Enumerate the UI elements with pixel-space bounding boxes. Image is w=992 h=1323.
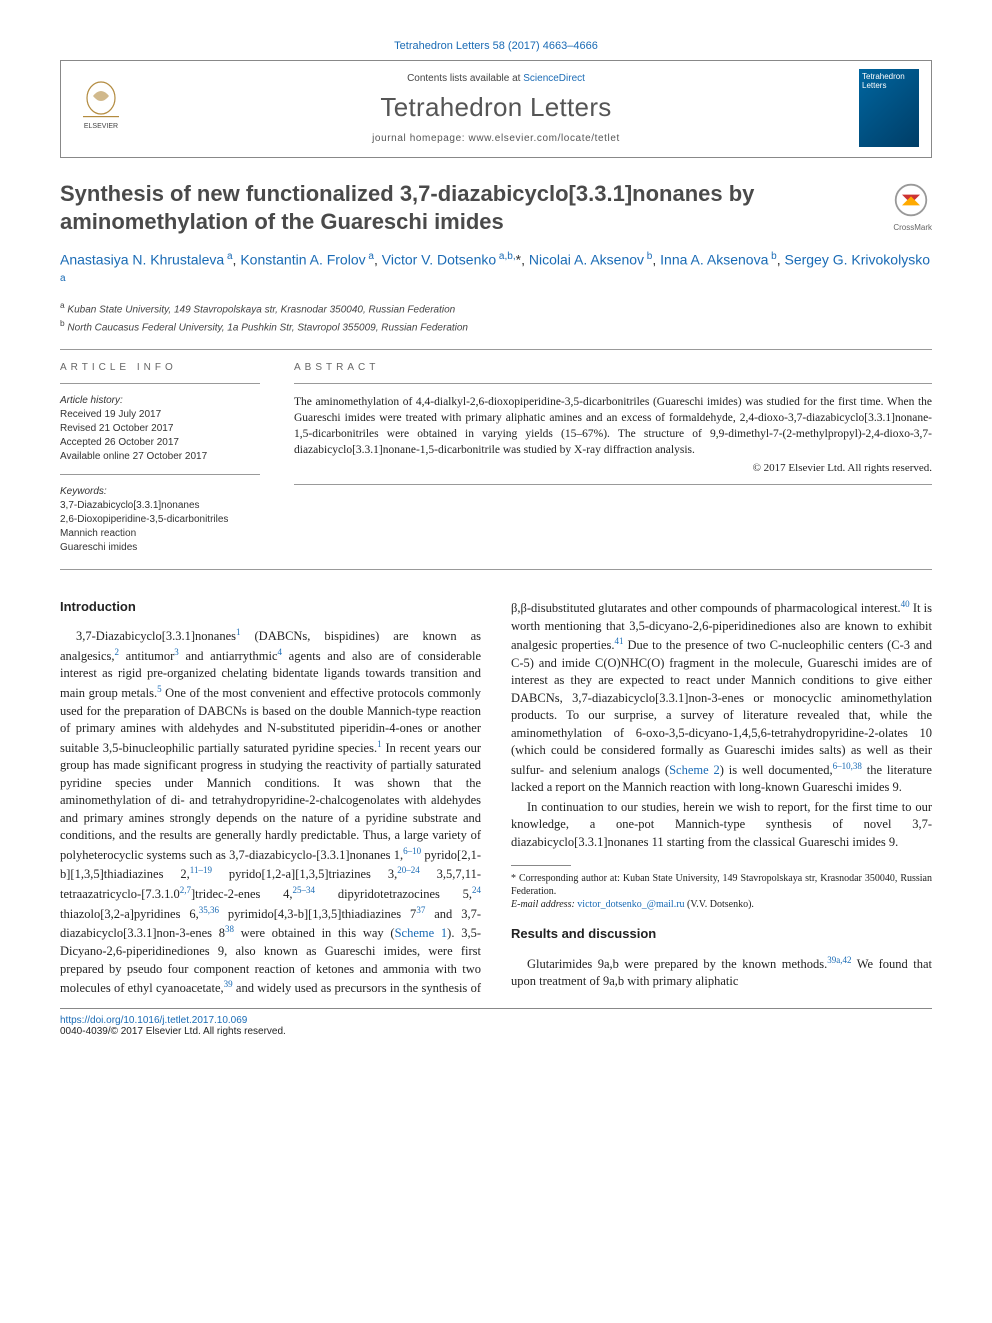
citation-ref[interactable]: 37: [416, 905, 425, 915]
paragraph: Glutarimides 9a,b were prepared by the k…: [511, 954, 932, 991]
citation-ref[interactable]: 11–19: [190, 865, 212, 875]
paragraph: In continuation to our studies, herein w…: [511, 799, 932, 852]
divider: [60, 349, 932, 350]
author-link[interactable]: Nicolai A. Aksenov: [529, 252, 644, 268]
citation-ref[interactable]: 2,7: [180, 885, 191, 895]
abstract-text: The aminomethylation of 4,4-dialkyl-2,6-…: [294, 394, 932, 458]
citation-ref[interactable]: 39a,42: [827, 955, 851, 965]
keywords-block: Keywords: 3,7-Diazabicyclo[3.3.1]nonanes…: [60, 485, 260, 555]
author-link[interactable]: Konstantin A. Frolov: [240, 252, 365, 268]
article-body: Introduction 3,7-Diazabicyclo[3.3.1]nona…: [60, 598, 932, 998]
section-heading-results: Results and discussion: [511, 925, 932, 943]
article-history: Article history: Received 19 July 2017 R…: [60, 394, 260, 464]
email-footnote: E-mail address: victor_dotsenko_@mail.ru…: [511, 898, 932, 911]
divider: [294, 484, 932, 485]
journal-reference: Tetrahedron Letters 58 (2017) 4663–4666: [60, 40, 932, 52]
issn-copyright: 0040-4039/© 2017 Elsevier Ltd. All right…: [60, 1026, 286, 1037]
journal-cover-thumbnail: Tetrahedron Letters: [859, 69, 919, 147]
email-link[interactable]: victor_dotsenko_@mail.ru: [577, 899, 684, 910]
citation-ref[interactable]: 6–10: [403, 846, 421, 856]
corresponding-author-footnote: * Corresponding author at: Kuban State U…: [511, 872, 932, 898]
citation-ref[interactable]: 6–10,38: [833, 761, 862, 771]
divider: [294, 383, 932, 384]
author-link[interactable]: Inna A. Aksenova: [660, 252, 768, 268]
article-title: Synthesis of new functionalized 3,7-diaz…: [60, 180, 875, 235]
footnote-separator: [511, 865, 571, 866]
author-list: Anastasiya N. Khrustaleva a, Konstantin …: [60, 249, 932, 292]
author-link[interactable]: Sergey G. Krivokolysko: [784, 252, 930, 268]
article-info-heading: ARTICLE INFO: [60, 362, 260, 373]
scheme-link[interactable]: Scheme 1: [395, 927, 448, 941]
journal-header-box: ELSEVIER Contents lists available at Sci…: [60, 60, 932, 158]
divider: [60, 569, 932, 570]
section-heading-introduction: Introduction: [60, 598, 481, 616]
svg-text:ELSEVIER: ELSEVIER: [84, 123, 118, 130]
author-link[interactable]: Victor V. Dotsenko: [382, 252, 496, 268]
citation-ref[interactable]: 38: [225, 924, 234, 934]
crossmark-label: CrossMark: [893, 223, 932, 232]
citation-ref[interactable]: 40: [901, 599, 910, 609]
elsevier-logo: ELSEVIER: [73, 78, 133, 139]
affiliation: a Kuban State University, 149 Stavropols…: [60, 300, 932, 317]
crossmark-badge[interactable]: CrossMark: [893, 182, 932, 232]
divider: [60, 383, 260, 384]
abstract-copyright: © 2017 Elsevier Ltd. All rights reserved…: [294, 462, 932, 474]
divider: [60, 474, 260, 475]
citation-ref[interactable]: 39: [224, 979, 233, 989]
journal-homepage: journal homepage: www.elsevier.com/locat…: [133, 133, 859, 144]
contents-list-line: Contents lists available at ScienceDirec…: [133, 73, 859, 84]
scheme-link[interactable]: Scheme 2: [669, 763, 720, 777]
abstract-heading: ABSTRACT: [294, 362, 932, 373]
affiliation: b North Caucasus Federal University, 1a …: [60, 318, 932, 335]
citation-ref[interactable]: 20–24: [397, 865, 420, 875]
citation-ref[interactable]: 35,36: [199, 905, 219, 915]
author-link[interactable]: Anastasiya N. Khrustaleva: [60, 252, 224, 268]
citation-ref[interactable]: 25–34: [293, 885, 316, 895]
citation-ref[interactable]: 24: [472, 885, 481, 895]
doi-link[interactable]: https://doi.org/10.1016/j.tetlet.2017.10…: [60, 1015, 247, 1026]
page-footer: https://doi.org/10.1016/j.tetlet.2017.10…: [60, 1008, 932, 1037]
sciencedirect-link[interactable]: ScienceDirect: [523, 73, 585, 84]
citation-ref[interactable]: 41: [615, 636, 624, 646]
journal-name: Tetrahedron Letters: [133, 92, 859, 123]
